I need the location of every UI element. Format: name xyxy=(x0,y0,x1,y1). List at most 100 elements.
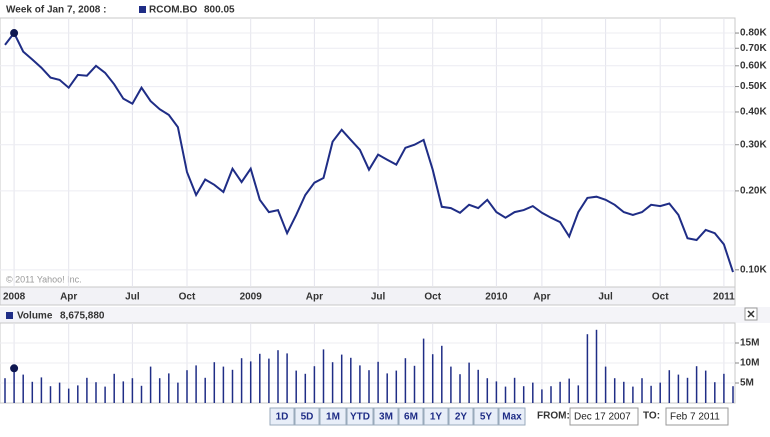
range-button-label[interactable]: 5Y xyxy=(480,412,493,423)
range-button[interactable] xyxy=(346,407,374,426)
volume-bar xyxy=(304,373,307,403)
volume-bar xyxy=(695,366,698,403)
header: Week of Jan 7, 2008 : xyxy=(6,5,106,16)
volume-bar xyxy=(413,365,416,403)
volume-bar xyxy=(559,381,561,403)
volume-bar xyxy=(286,353,288,403)
volume-bar xyxy=(213,362,216,403)
range-button[interactable] xyxy=(448,407,474,426)
x-tick-label: 2011 xyxy=(713,292,735,303)
range-button-label[interactable]: 5D xyxy=(301,412,314,423)
volume-bar xyxy=(577,385,580,403)
highlight-point xyxy=(10,364,19,373)
volume-bar xyxy=(704,370,707,403)
x-tick-label: Jul xyxy=(598,292,613,303)
range-button-label[interactable]: 2Y xyxy=(455,412,468,423)
highlight-point xyxy=(10,29,19,38)
range-button-label[interactable]: YTD xyxy=(350,412,370,423)
range-button[interactable] xyxy=(398,407,424,426)
x-tick-label: 2009 xyxy=(240,292,263,303)
volume-bar xyxy=(240,358,243,403)
range-button[interactable] xyxy=(498,407,526,426)
volume-bar xyxy=(495,381,498,403)
x-tick-label: Oct xyxy=(179,292,196,303)
range-button-label[interactable]: 1D xyxy=(276,412,289,423)
range-button[interactable] xyxy=(373,407,399,426)
volume-bar xyxy=(459,374,461,403)
y-tick-label: 0.60K xyxy=(740,60,767,71)
volume-bar xyxy=(249,361,252,403)
volume-bar xyxy=(177,382,179,403)
y-tick-label: 0.70K xyxy=(740,43,767,54)
legend-value: 8,675,880 xyxy=(60,311,105,322)
range-button-label[interactable]: 1Y xyxy=(430,412,443,423)
x-tick-label: Apr xyxy=(306,292,323,303)
range-button-label[interactable]: 3M xyxy=(379,412,393,423)
y-tick-label: 0.40K xyxy=(740,107,767,118)
volume-bar xyxy=(431,354,434,403)
volume-bar xyxy=(641,378,643,403)
volume-bar xyxy=(659,382,661,403)
y-tick-label: 0.30K xyxy=(740,139,767,150)
volume-bar xyxy=(22,374,24,403)
volume-bar xyxy=(49,386,52,403)
volume-bar xyxy=(295,370,297,403)
range-button-label[interactable]: 6M xyxy=(404,412,418,423)
legend-swatch xyxy=(139,6,146,13)
volume-bar xyxy=(377,361,379,403)
volume-bar xyxy=(186,370,188,403)
volume-bar xyxy=(568,378,570,403)
volume-bar xyxy=(541,389,543,403)
volume-bar xyxy=(204,377,206,403)
volume-bar xyxy=(86,377,88,403)
volume-bar xyxy=(677,374,680,403)
range-button[interactable] xyxy=(473,407,499,426)
volume-bar xyxy=(604,366,607,403)
volume-bar xyxy=(613,378,616,403)
volume-bar xyxy=(623,381,625,403)
from-input[interactable] xyxy=(569,407,639,426)
close-button[interactable] xyxy=(744,307,758,321)
volume-bar xyxy=(395,370,398,403)
range-button-label[interactable]: Max xyxy=(502,412,522,423)
volume-bar xyxy=(13,368,15,403)
legend-swatch xyxy=(6,312,13,319)
volume-bar xyxy=(58,382,61,403)
volume-bar xyxy=(149,366,152,403)
from-label: FROM: xyxy=(537,411,570,422)
legend-name: Volume xyxy=(17,311,53,322)
to-input[interactable] xyxy=(665,407,729,426)
volume-bar xyxy=(422,338,425,403)
range-button[interactable] xyxy=(423,407,449,426)
volume-bar xyxy=(4,378,6,403)
volume-bar xyxy=(404,358,407,403)
volume-bar xyxy=(359,365,361,403)
range-button[interactable] xyxy=(319,407,347,426)
y-tick-label: 0.80K xyxy=(740,28,767,39)
volume-bar xyxy=(386,373,388,403)
volume-bar xyxy=(504,386,507,403)
volume-bar xyxy=(586,334,589,403)
range-button[interactable] xyxy=(294,407,320,426)
copyright: © 2011 Yahoo! Inc. xyxy=(6,274,82,284)
to-label: TO: xyxy=(643,411,660,422)
volume-bar xyxy=(340,354,343,403)
volume-bar xyxy=(632,386,634,403)
volume-bar xyxy=(686,377,689,403)
volume-bar xyxy=(331,362,334,403)
range-button[interactable] xyxy=(269,407,295,426)
volume-bar xyxy=(168,373,170,403)
volume-bar xyxy=(113,373,115,403)
volume-bar xyxy=(450,366,452,403)
volume-bar xyxy=(522,386,525,403)
volume-bar xyxy=(268,358,270,403)
x-tick-label: 2010 xyxy=(485,292,508,303)
volume-bar xyxy=(158,378,161,403)
volume-bar xyxy=(322,349,325,403)
range-button-label[interactable]: 1M xyxy=(326,412,340,423)
volume-bar xyxy=(668,370,671,403)
volume-bar xyxy=(714,382,716,403)
x-tick-label: Oct xyxy=(652,292,669,303)
volume-bar xyxy=(195,365,197,403)
